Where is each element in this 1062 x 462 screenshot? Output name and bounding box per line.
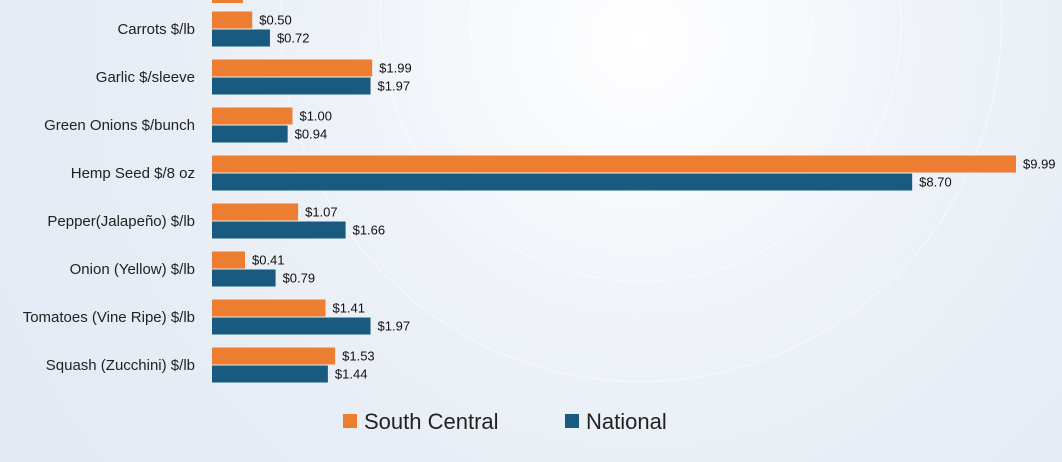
data-label-national: $0.94	[295, 127, 328, 142]
data-label-south-central: $9.99	[1023, 157, 1056, 172]
legend-swatch-south-central	[343, 414, 357, 428]
data-label-national: $0.79	[283, 271, 316, 286]
category-label: Green Onions $/bunch	[44, 117, 195, 134]
data-label-national: $8.70	[919, 175, 952, 190]
category-label: Onion (Yellow) $/lb	[70, 261, 195, 278]
bar-national	[212, 29, 270, 47]
bar-national	[212, 365, 328, 383]
bar-partial	[212, 0, 243, 3]
data-label-south-central: $1.53	[342, 349, 375, 364]
legend-swatch-national	[565, 414, 579, 428]
bars-group	[212, 0, 1016, 383]
bar-south-central	[212, 59, 373, 77]
category-label: Squash (Zucchini) $/lb	[46, 357, 195, 374]
bar-south-central	[212, 203, 299, 221]
legend: South Central National	[343, 409, 667, 434]
data-label-south-central: $1.00	[299, 109, 332, 124]
bar-national	[212, 125, 288, 143]
data-label-south-central: $1.99	[379, 61, 412, 76]
category-label: Hemp Seed $/8 oz	[71, 165, 195, 182]
labels-group: Carrots $/lb $0.50 $0.72 Garlic $/sleeve $1.…	[23, 13, 1056, 382]
data-label-national: $1.44	[335, 367, 368, 382]
data-label-national: $1.97	[378, 79, 411, 94]
legend-label-south-central: South Central	[364, 409, 499, 434]
category-label: Pepper(Jalapeño) $/lb	[47, 213, 195, 230]
bar-national	[212, 77, 371, 95]
bar-south-central	[212, 155, 1016, 173]
bar-south-central	[212, 347, 336, 365]
category-label: Tomatoes (Vine Ripe) $/lb	[23, 309, 195, 326]
bar-south-central	[212, 11, 253, 29]
bar-south-central	[212, 107, 293, 125]
legend-label-national: National	[586, 409, 667, 434]
data-label-south-central: $0.50	[259, 13, 292, 28]
data-label-south-central: $1.41	[332, 301, 365, 316]
category-label: Garlic $/sleeve	[96, 69, 195, 86]
bar-south-central	[212, 299, 326, 317]
bar-national	[212, 221, 346, 239]
data-label-national: $0.72	[277, 31, 310, 46]
bar-national	[212, 317, 371, 335]
data-label-national: $1.97	[378, 319, 411, 334]
data-label-south-central: $1.07	[305, 205, 338, 220]
bar-south-central	[212, 251, 245, 269]
category-label: Carrots $/lb	[117, 21, 195, 38]
bar-national	[212, 173, 913, 191]
bar-national	[212, 269, 276, 287]
data-label-national: $1.66	[353, 223, 386, 238]
data-label-south-central: $0.41	[252, 253, 285, 268]
